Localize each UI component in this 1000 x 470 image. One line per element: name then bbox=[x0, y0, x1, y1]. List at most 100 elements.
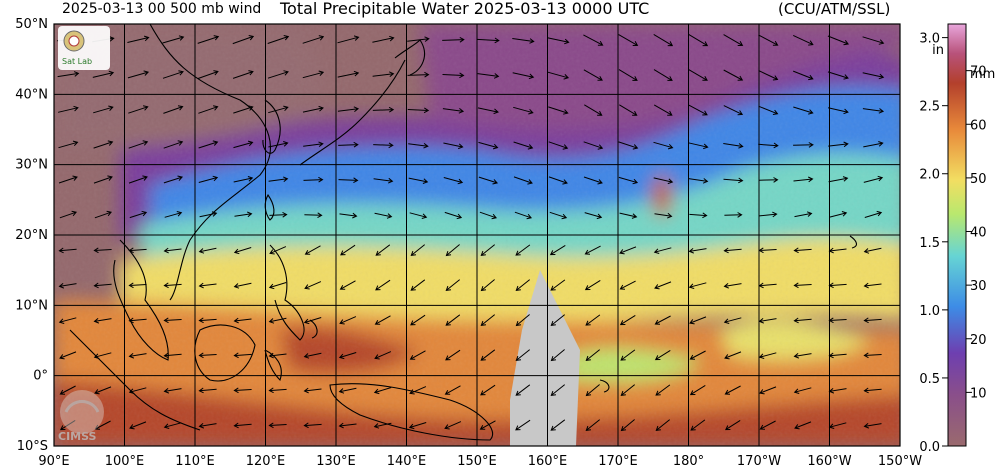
wind-arrow-icon bbox=[653, 69, 673, 81]
wind-arrow-icon bbox=[758, 34, 779, 46]
wind-arrow-icon bbox=[584, 104, 603, 116]
wind-arrow-icon bbox=[303, 141, 324, 147]
wind-arrow-icon bbox=[689, 384, 706, 396]
wind-arrow-icon bbox=[515, 314, 530, 327]
wind-arrow-icon bbox=[302, 105, 324, 113]
wind-arrow-icon bbox=[829, 211, 848, 218]
wind-arrow-icon bbox=[163, 105, 184, 114]
wind-arrow-icon bbox=[515, 419, 531, 431]
wind-arrow-icon bbox=[515, 279, 531, 292]
wind-arrow-icon bbox=[862, 72, 885, 80]
wind-arrow-icon bbox=[513, 141, 534, 150]
wind-arrow-icon bbox=[58, 247, 77, 254]
cimss-logo-text: CIMSS bbox=[58, 430, 97, 443]
wind-arrow-icon bbox=[268, 176, 289, 182]
wind-arrow-icon bbox=[758, 282, 777, 289]
credit-label: (CCU/ATM/SSL) bbox=[778, 0, 891, 18]
lat-label: 10°S bbox=[17, 439, 48, 454]
colorbar-mm-label: 30 bbox=[970, 279, 987, 294]
wind-arrow-icon bbox=[233, 317, 252, 324]
colorbar-mm-unit: mm bbox=[970, 67, 995, 82]
wind-arrow-icon bbox=[198, 105, 219, 114]
wind-arrow-icon bbox=[549, 244, 566, 256]
wind-arrow-icon bbox=[58, 317, 77, 324]
wind-arrow-icon bbox=[59, 351, 77, 360]
wind-arrow-icon bbox=[550, 384, 566, 397]
wind-arrow-icon bbox=[445, 314, 461, 326]
colorbar-inch-label: 1.0 bbox=[919, 304, 940, 319]
wind-arrow-icon bbox=[163, 317, 182, 324]
wind-arrow-icon bbox=[724, 212, 743, 218]
lat-label: 20°N bbox=[15, 228, 48, 243]
wind-arrow-icon bbox=[478, 176, 499, 185]
wind-arrow-icon bbox=[863, 141, 884, 148]
wind-arrow-icon bbox=[758, 352, 777, 359]
wind-arrow-icon bbox=[723, 143, 744, 149]
wind-arrow-icon bbox=[339, 316, 357, 325]
wind-arrow-icon bbox=[445, 279, 461, 292]
colorbar-mm-label: 10 bbox=[970, 386, 987, 401]
wind-arrow-icon bbox=[793, 106, 814, 115]
wind-arrow-icon bbox=[653, 33, 674, 47]
wind-arrow-icon bbox=[620, 419, 635, 432]
wind-arrow-icon bbox=[618, 69, 638, 81]
wind-arrow-icon bbox=[479, 211, 498, 220]
wind-arrow-icon bbox=[759, 211, 778, 218]
wind-arrow-icon bbox=[619, 280, 636, 290]
wind-arrow-icon bbox=[549, 211, 568, 220]
wind-arrow-icon bbox=[689, 316, 707, 325]
wind-arrow-icon bbox=[408, 143, 429, 149]
lon-label: 180° bbox=[673, 454, 704, 469]
wind-arrow-icon bbox=[303, 317, 322, 325]
wind-arrow-icon bbox=[618, 176, 639, 185]
wind-arrow-icon bbox=[93, 105, 114, 114]
lab-logo: Sat Lab bbox=[58, 26, 110, 70]
wind-arrow-icon bbox=[723, 317, 742, 324]
colorbar-mm-ticks: 70 60 50 40 30 20 10 bbox=[966, 65, 987, 401]
wind-arrow-icon bbox=[407, 107, 430, 114]
wind-arrow-icon bbox=[688, 282, 707, 289]
wind-arrow-icon bbox=[793, 247, 812, 254]
wind-arrow-icon bbox=[374, 351, 392, 360]
wind-arrow-icon bbox=[585, 314, 601, 326]
wind-arrow-icon bbox=[409, 386, 427, 395]
wind-arrow-icon bbox=[198, 387, 217, 394]
wind-arrow-icon bbox=[57, 71, 80, 78]
wind-arrow-icon bbox=[862, 36, 885, 45]
wind-arrow-icon bbox=[303, 387, 322, 394]
wind-arrow-icon bbox=[303, 422, 322, 429]
colorbar-inch-unit: in bbox=[932, 43, 944, 58]
wind-arrow-icon bbox=[163, 388, 182, 394]
wind-arrow-icon bbox=[724, 351, 742, 360]
map-title: Total Precipitable Water 2025-03-13 0000… bbox=[280, 0, 650, 18]
colorbar-mm-label: 20 bbox=[970, 333, 987, 348]
wind-arrow-icon bbox=[828, 176, 849, 183]
wind-arrow-icon bbox=[162, 70, 184, 79]
wind-arrow-icon bbox=[477, 37, 500, 44]
wind-arrow-icon bbox=[828, 317, 847, 324]
wind-arrow-icon bbox=[619, 246, 637, 255]
wind-arrow-icon bbox=[619, 314, 636, 326]
wind-arrow-icon bbox=[863, 282, 882, 289]
wind-arrow-icon bbox=[164, 211, 183, 218]
lon-label: 160°E bbox=[528, 454, 568, 469]
wind-arrow-icon bbox=[585, 349, 601, 362]
wind-arrow-icon bbox=[92, 70, 115, 78]
wind-arrow-icon bbox=[304, 281, 322, 290]
wind-arrow-icon bbox=[374, 212, 393, 219]
wind-arrow-icon bbox=[863, 423, 882, 429]
wind-arrow-icon bbox=[654, 349, 671, 361]
wind-arrow-icon bbox=[442, 72, 465, 79]
lon-label: 170°W bbox=[737, 454, 781, 469]
wind-arrow-icon bbox=[410, 279, 426, 291]
wind-arrow-icon bbox=[338, 177, 359, 184]
longitude-labels: 90°E 100°E 110°E 120°E 130°E 140°E 150°E 160°E 1… bbox=[38, 454, 922, 469]
wind-arrow-icon bbox=[827, 107, 849, 115]
wind-arrow-icon bbox=[550, 419, 566, 431]
wind-arrow-icon bbox=[407, 71, 430, 78]
wind-arrow-icon bbox=[443, 142, 464, 150]
wind-arrow-icon bbox=[584, 279, 601, 291]
wind-arrow-icon bbox=[93, 247, 112, 254]
